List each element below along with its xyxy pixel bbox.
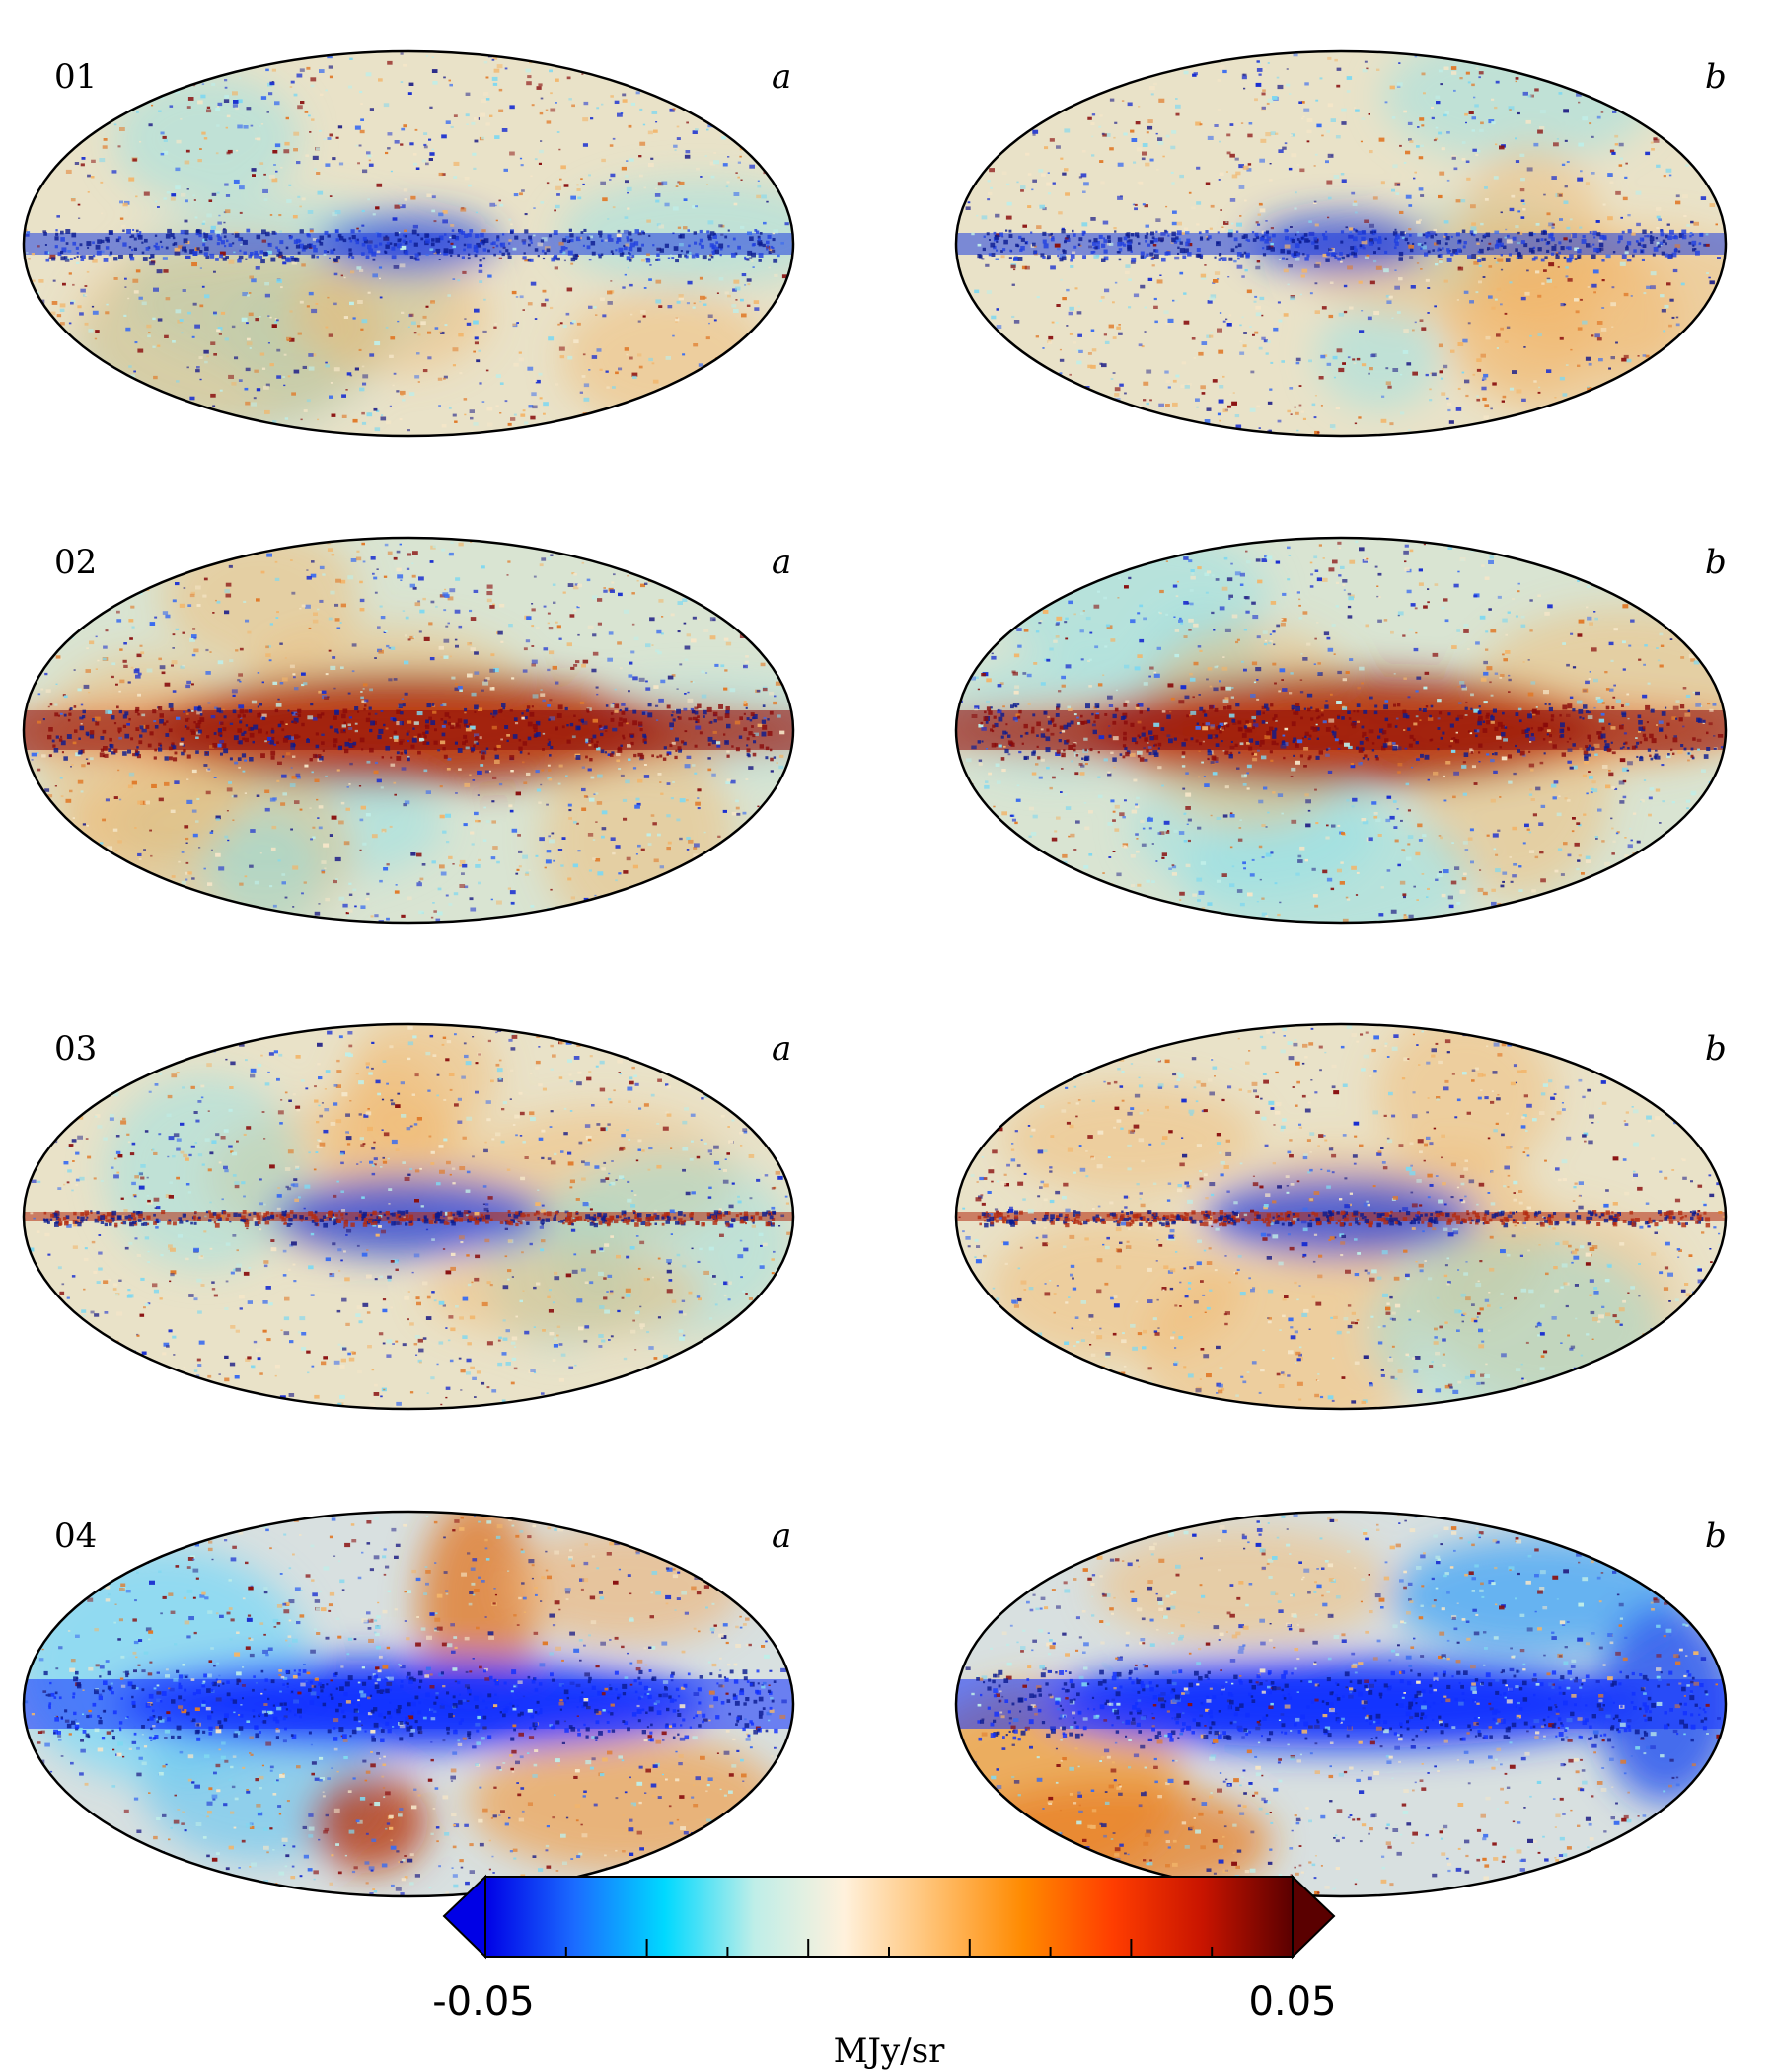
sky-map-outline bbox=[22, 49, 795, 438]
col-label-b-row3: b bbox=[1705, 1029, 1727, 1069]
col-label-a-row4: a bbox=[772, 1517, 792, 1556]
row-label-02: 02 bbox=[54, 543, 98, 582]
col-label-b-row4: b bbox=[1705, 1517, 1727, 1556]
colorbar-unit-label: MJy/sr bbox=[834, 2032, 946, 2071]
col-label-a-row3: a bbox=[772, 1029, 792, 1069]
sky-map-outline bbox=[954, 1510, 1728, 1898]
row-label-01: 01 bbox=[54, 57, 98, 97]
colorbar-over-triangle bbox=[1292, 1874, 1336, 1960]
colorbar-max-label: 0.05 bbox=[1248, 1979, 1336, 2025]
colorbar-ticks bbox=[484, 1939, 1294, 1957]
colorbar-min-label: -0.05 bbox=[432, 1979, 535, 2025]
sky-map-outline bbox=[954, 536, 1728, 925]
row-label-04: 04 bbox=[54, 1517, 98, 1556]
row-label-03: 03 bbox=[54, 1029, 98, 1069]
col-label-b-row1: b bbox=[1705, 57, 1727, 97]
colorbar-gradient bbox=[484, 1876, 1294, 1958]
colorbar-under-triangle bbox=[442, 1874, 486, 1960]
col-label-a-row1: a bbox=[772, 57, 792, 97]
sky-map-outline bbox=[22, 1022, 795, 1411]
sky-map-outline bbox=[22, 536, 795, 925]
sky-map-outline bbox=[954, 1022, 1728, 1411]
sky-map-outline bbox=[954, 49, 1728, 438]
col-label-b-row2: b bbox=[1705, 543, 1727, 582]
col-label-a-row2: a bbox=[772, 543, 792, 582]
sky-map-outline bbox=[22, 1510, 795, 1898]
